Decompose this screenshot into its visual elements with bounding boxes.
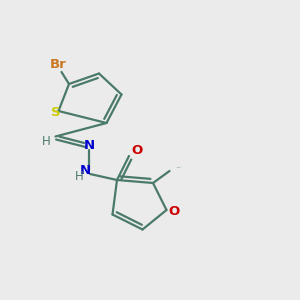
Text: methyl_tick: methyl_tick [173,165,181,167]
Text: Br: Br [50,58,67,71]
Text: O: O [168,205,180,218]
Text: O: O [132,143,143,157]
Text: methyl: methyl [177,167,182,168]
Text: N: N [80,164,91,178]
Text: S: S [51,106,60,119]
Text: N: N [84,139,95,152]
Text: H: H [41,135,50,148]
Text: H: H [75,170,84,184]
